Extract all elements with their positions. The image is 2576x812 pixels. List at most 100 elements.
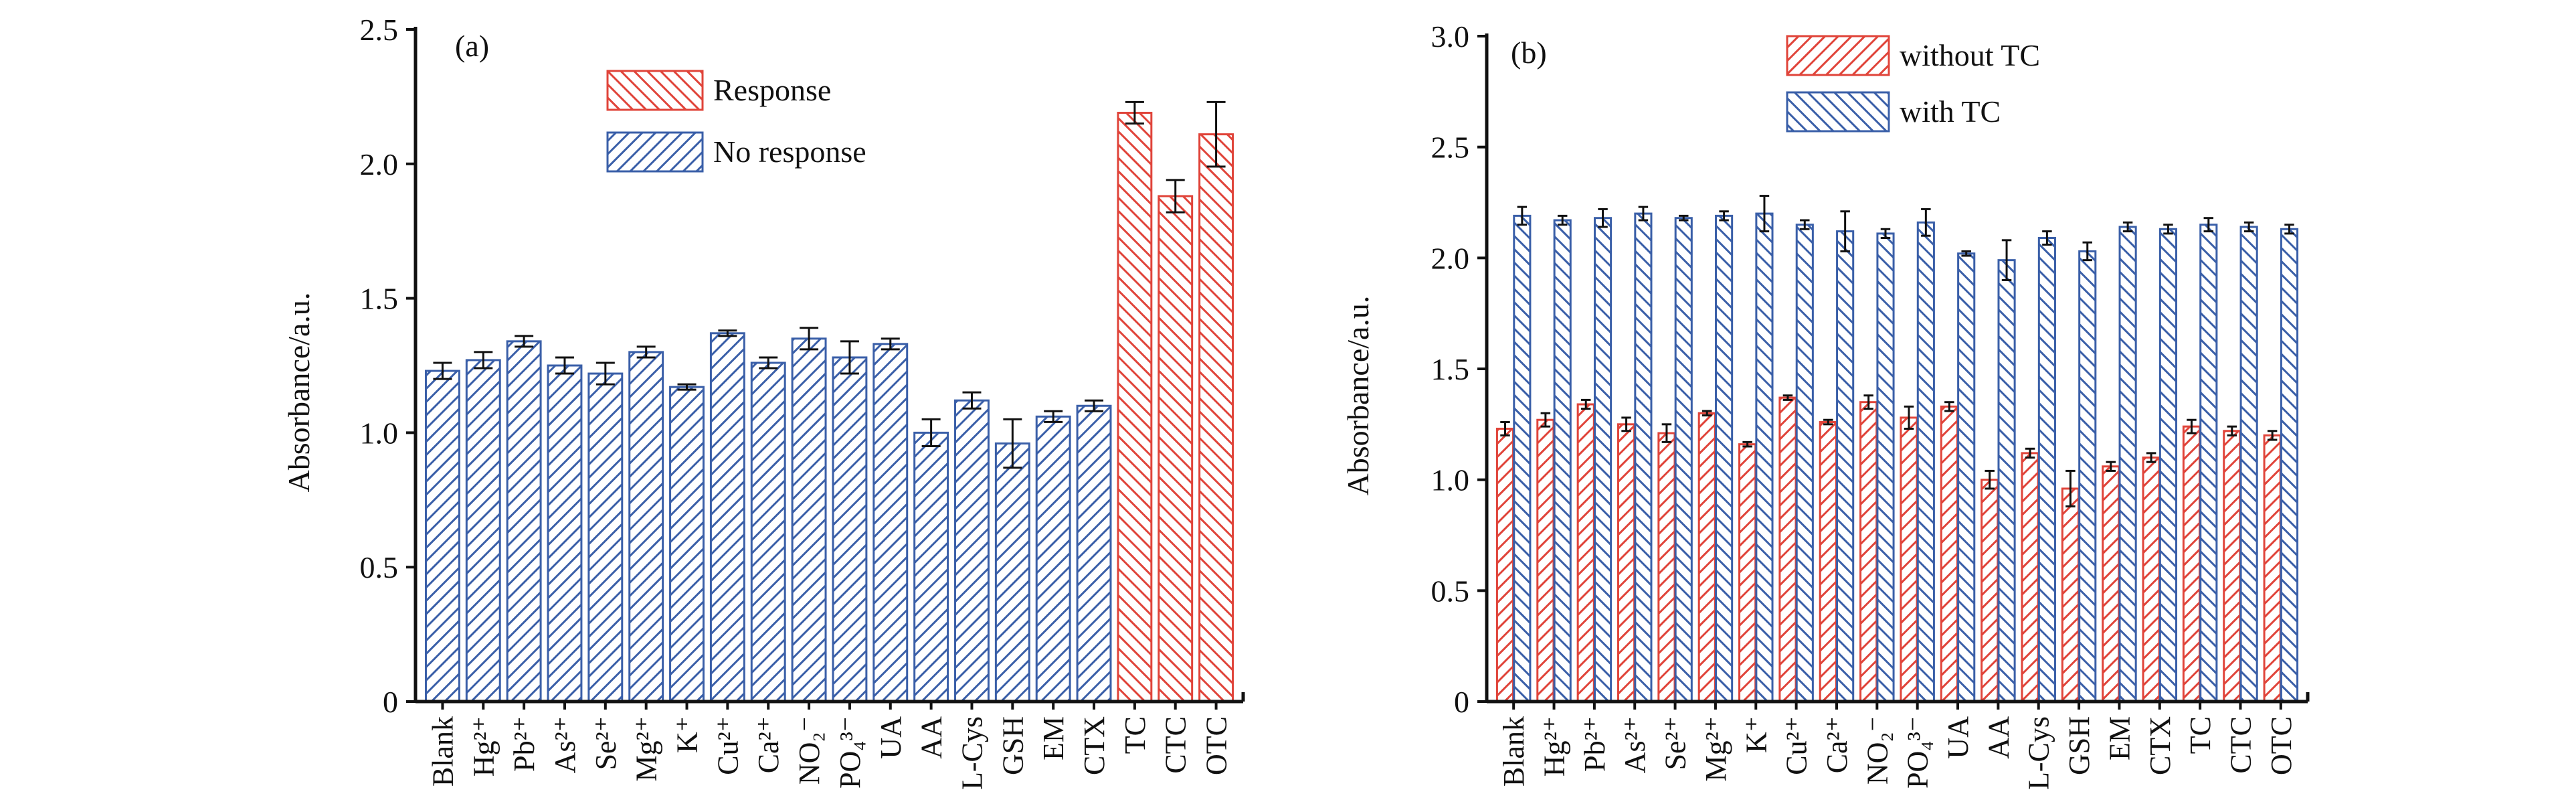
bar (1876, 232, 1895, 703)
x-tick-label: OTC (2265, 716, 2298, 775)
bar (1035, 415, 1071, 703)
x-tick-label: Mg²⁺ (630, 716, 663, 782)
x-tick-label: AA (915, 716, 948, 759)
bar (832, 356, 868, 703)
bar (1117, 111, 1153, 703)
x-tick-label: NO₂⁻ (793, 716, 826, 785)
x-tick-label: PO₄³⁻ (834, 716, 866, 789)
bar (750, 361, 786, 703)
bar (2263, 434, 2282, 703)
bar (2021, 452, 2039, 703)
y-tick-label: 2.0 (1431, 241, 1470, 275)
x-tick-label: Se²⁺ (1659, 716, 1692, 770)
bar (1697, 412, 1716, 703)
bar (1997, 259, 2016, 703)
x-tick-label: As²⁺ (549, 716, 581, 773)
bar (1836, 230, 1855, 703)
x-tick-label: Ca²⁺ (1821, 716, 1853, 773)
x-tick-label: Cu²⁺ (711, 716, 744, 775)
bar (1634, 212, 1653, 703)
y-axis-label: Absorbance/a.u. (282, 293, 316, 493)
bar (1158, 195, 1194, 703)
x-tick-label: L-Cys (955, 716, 988, 790)
y-tick-label: 1.0 (360, 416, 399, 450)
y-tick-label: 0.5 (360, 550, 399, 584)
legend-label: No response (713, 135, 866, 169)
x-tick-label: As²⁺ (1619, 716, 1651, 773)
x-tick-label: UA (875, 716, 907, 759)
bar (1916, 221, 1935, 703)
y-axis-label: Absorbance/a.u. (1341, 296, 1375, 496)
bar (1513, 214, 1532, 703)
x-tick-label: Se²⁺ (589, 716, 622, 770)
bar (1617, 423, 1636, 703)
bar (547, 364, 583, 703)
bar (424, 370, 460, 703)
x-tick-label: Blank (1497, 716, 1530, 787)
x-tick-label: CTX (1078, 716, 1111, 775)
bar (669, 386, 705, 703)
x-tick-label: PO₄³⁻ (1902, 716, 1934, 789)
bar (954, 399, 990, 703)
bar (628, 351, 664, 703)
x-tick-label: Mg²⁺ (1699, 716, 1732, 782)
legend-swatch (606, 70, 704, 111)
bar (2078, 250, 2097, 703)
x-tick-label: CTX (2144, 716, 2177, 775)
x-tick-label: EM (2103, 716, 2136, 760)
bar (1576, 403, 1595, 703)
bar (2158, 228, 2178, 703)
bar (709, 332, 745, 703)
y-tick-label: 1.5 (1431, 352, 1470, 386)
bar (1795, 224, 1814, 703)
x-tick-label: GSH (2063, 716, 2096, 775)
x-tick-label: Cu²⁺ (1780, 716, 1813, 775)
x-tick-label: CTC (1160, 716, 1192, 774)
bar (1536, 418, 1555, 703)
bar (2223, 430, 2241, 703)
bar (2118, 226, 2137, 703)
y-tick-label: 1.0 (1431, 463, 1470, 497)
y-tick-label: 0 (1454, 685, 1469, 719)
bar (2182, 425, 2201, 703)
bar (506, 340, 542, 703)
x-tick-label: K⁺ (671, 716, 704, 753)
legend-swatch (1786, 35, 1890, 76)
bar (1957, 252, 1976, 703)
bar (2142, 457, 2160, 703)
y-tick-label: 3.0 (1431, 19, 1470, 54)
bar (1778, 396, 1797, 703)
bar (1198, 133, 1234, 703)
x-tick-label: GSH (996, 716, 1029, 775)
x-tick-label: AA (1982, 716, 2015, 759)
bar (2037, 237, 2056, 703)
bar (2199, 224, 2218, 703)
bar (1755, 212, 1774, 703)
y-tick-label: 0.5 (1431, 574, 1470, 608)
bar (872, 343, 909, 703)
bar (1674, 217, 1693, 703)
x-tick-label: Pb²⁺ (1578, 716, 1611, 772)
bar (1553, 219, 1572, 703)
legend-label: without TC (1900, 38, 2040, 72)
panel-label: (b) (1511, 35, 1547, 70)
bar (1900, 416, 1918, 703)
y-tick-label: 0 (383, 685, 398, 719)
x-tick-label: OTC (1200, 716, 1233, 775)
legend-swatch (1786, 91, 1890, 133)
bar (1657, 432, 1676, 703)
bar (2239, 226, 2258, 703)
x-tick-label: NO₂⁻ (1861, 716, 1894, 785)
x-tick-label: Hg²⁺ (467, 716, 500, 777)
y-tick-label: 1.5 (360, 282, 399, 316)
x-tick-label: TC (2184, 716, 2217, 754)
legend-label: Response (713, 73, 831, 107)
bar (1819, 421, 1837, 703)
x-tick-label: UA (1942, 716, 1974, 759)
y-tick-label: 2.0 (360, 147, 399, 181)
bar (1859, 401, 1878, 703)
x-tick-label: Pb²⁺ (508, 716, 541, 772)
bar (1076, 404, 1112, 703)
x-tick-label: Ca²⁺ (752, 716, 785, 773)
